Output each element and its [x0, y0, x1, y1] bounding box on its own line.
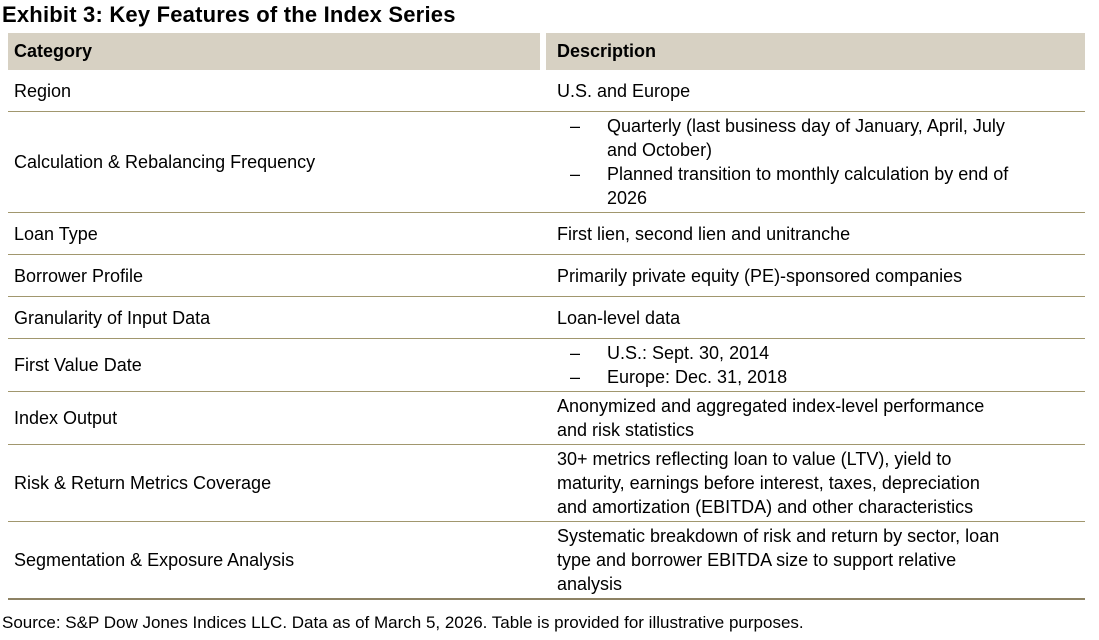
description-cell: – Quarterly (last business day of Januar…	[546, 114, 1085, 210]
dash-bullet-icon: –	[570, 367, 581, 387]
key-features-table: Category Description Region U.S. and Eur…	[8, 33, 1085, 600]
description-text: Anonymized and aggregated index-level pe…	[557, 396, 985, 440]
description-text: Primarily private equity (PE)-sponsored …	[557, 265, 963, 286]
bullet-item: – Europe: Dec. 31, 2018	[557, 365, 1013, 389]
description-cell: U.S. and Europe	[546, 79, 1085, 103]
description-cell: 30+ metrics reflecting loan to value (LT…	[546, 447, 1085, 519]
description-cell: Loan-level data	[546, 306, 1085, 330]
category-cell: Borrower Profile	[14, 265, 144, 286]
table-row-loan-type: Loan Type First lien, second lien and un…	[8, 213, 1085, 255]
column-header-category: Category	[8, 33, 540, 70]
bullet-list: – U.S.: Sept. 30, 2014 – Europe: Dec. 31…	[557, 341, 1013, 389]
table-row-segmentation-exposure: Segmentation & Exposure Analysis Systema…	[8, 522, 1085, 600]
bullet-text: Quarterly (last business day of January,…	[607, 116, 1005, 160]
description-cell: – U.S.: Sept. 30, 2014 – Europe: Dec. 31…	[546, 341, 1085, 389]
dash-bullet-icon: –	[570, 164, 581, 184]
table-row-region: Region U.S. and Europe	[8, 70, 1085, 112]
description-text: First lien, second lien and unitranche	[557, 223, 851, 244]
description-text: 30+ metrics reflecting loan to value (LT…	[557, 449, 980, 517]
exhibit-title: Exhibit 3: Key Features of the Index Ser…	[2, 2, 456, 27]
bullet-text: Europe: Dec. 31, 2018	[607, 367, 788, 387]
category-cell: Calculation & Rebalancing Frequency	[14, 152, 316, 172]
bullet-item: – Planned transition to monthly calculat…	[557, 162, 1013, 210]
bullet-item: – U.S.: Sept. 30, 2014	[557, 341, 1013, 365]
bullet-text: U.S.: Sept. 30, 2014	[607, 343, 770, 363]
table-row-borrower-profile: Borrower Profile Primarily private equit…	[8, 255, 1085, 297]
bullet-text: Planned transition to monthly calculatio…	[607, 164, 1009, 208]
category-cell: Loan Type	[14, 223, 98, 244]
source-note: Source: S&P Dow Jones Indices LLC. Data …	[2, 613, 804, 632]
category-cell: Granularity of Input Data	[14, 307, 211, 328]
description-text: Systematic breakdown of risk and return …	[557, 526, 1000, 594]
table-row-calculation-frequency: Calculation & Rebalancing Frequency – Qu…	[8, 112, 1085, 213]
category-cell: Segmentation & Exposure Analysis	[14, 550, 295, 570]
description-cell: Anonymized and aggregated index-level pe…	[546, 394, 1085, 442]
description-text: Loan-level data	[557, 307, 681, 328]
bullet-list: – Quarterly (last business day of Januar…	[557, 114, 1013, 210]
table-row-first-value-date: First Value Date – U.S.: Sept. 30, 2014 …	[8, 339, 1085, 392]
description-cell: Primarily private equity (PE)-sponsored …	[546, 264, 1085, 288]
category-cell: Risk & Return Metrics Coverage	[14, 473, 272, 493]
table-row-granularity: Granularity of Input Data Loan-level dat…	[8, 297, 1085, 339]
category-cell: Region	[14, 80, 72, 101]
bullet-item: – Quarterly (last business day of Januar…	[557, 114, 1013, 162]
dash-bullet-icon: –	[570, 116, 581, 136]
description-text: U.S. and Europe	[557, 80, 691, 101]
category-cell: Index Output	[14, 408, 118, 428]
dash-bullet-icon: –	[570, 343, 581, 363]
table-row-risk-return-metrics: Risk & Return Metrics Coverage 30+ metri…	[8, 445, 1085, 522]
column-header-description: Description	[546, 33, 1085, 70]
category-cell: First Value Date	[14, 355, 142, 375]
table-row-index-output: Index Output Anonymized and aggregated i…	[8, 392, 1085, 445]
description-cell: First lien, second lien and unitranche	[546, 222, 1085, 246]
description-cell: Systematic breakdown of risk and return …	[546, 524, 1085, 596]
table-header-row: Category Description	[8, 33, 1085, 70]
